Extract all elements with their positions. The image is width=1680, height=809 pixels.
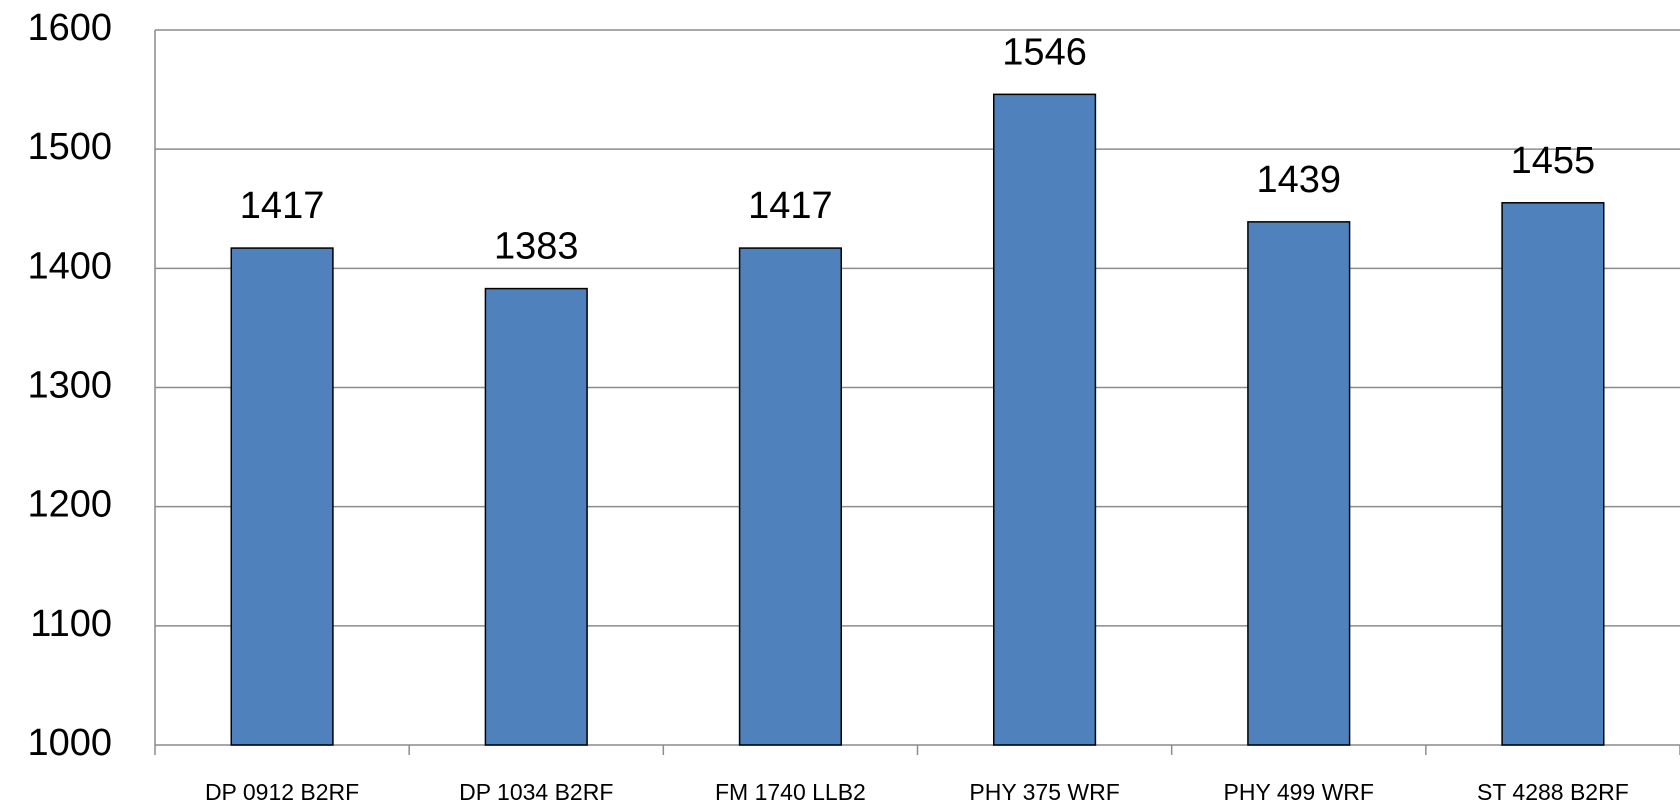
bar: [484, 287, 588, 746]
y-tick-label: 1300: [27, 365, 112, 407]
x-tick-label: DP 0912 B2RF: [205, 779, 359, 805]
data-label: 1546: [1002, 31, 1087, 73]
y-tick-label: 1500: [27, 126, 112, 168]
bar: [993, 93, 1097, 746]
bar: [738, 247, 842, 746]
x-tick-label: FM 1740 LLB2: [715, 779, 866, 805]
bar: [230, 247, 334, 746]
x-tick-label: PHY 375 WRF: [969, 779, 1119, 805]
y-tick-label: 1000: [27, 722, 112, 764]
x-tick-label: PHY 499 WRF: [1224, 779, 1374, 805]
y-tick-label: 1600: [27, 7, 112, 49]
y-tick-label: 1400: [27, 245, 112, 287]
y-tick-label: 1200: [27, 484, 112, 526]
x-tick-label: DP 1034 B2RF: [459, 779, 613, 805]
data-label: 1455: [1511, 140, 1596, 182]
bar: [1501, 202, 1605, 746]
data-label: 1417: [748, 185, 833, 227]
x-tick-label: ST 4288 B2RF: [1477, 779, 1629, 805]
bar: [1247, 221, 1351, 746]
data-label: 1439: [1256, 159, 1341, 201]
data-label: 1417: [240, 185, 325, 227]
y-tick-label: 1100: [30, 603, 112, 645]
data-label: 1383: [494, 226, 579, 268]
